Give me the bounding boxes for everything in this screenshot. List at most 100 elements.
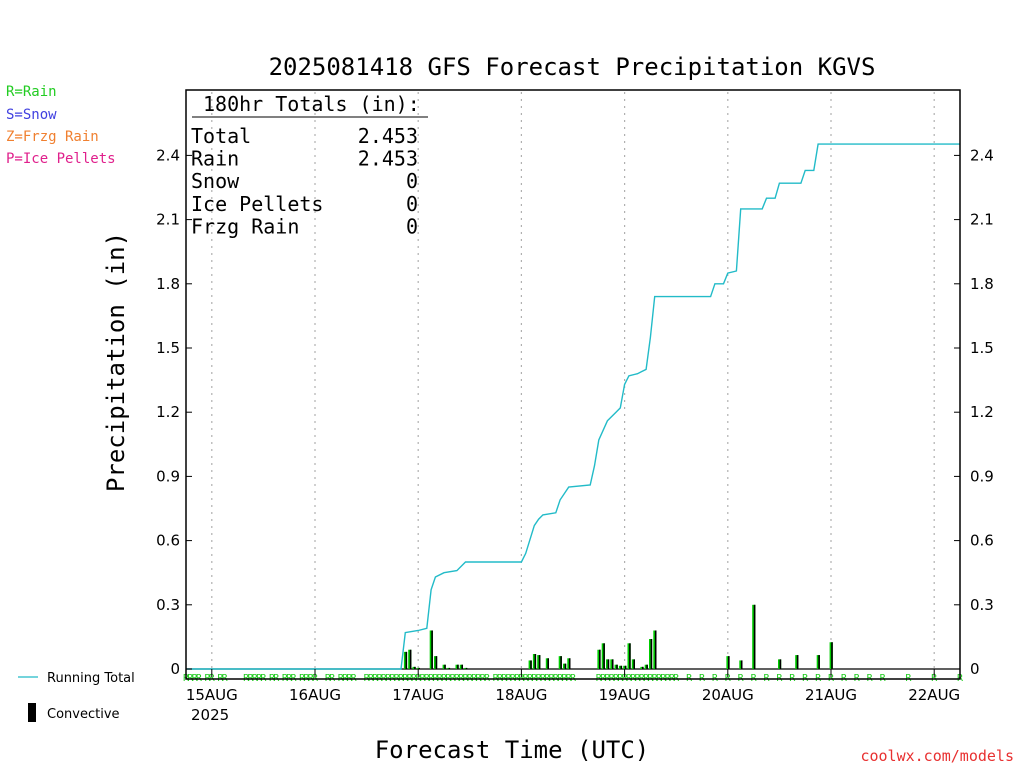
convective-bar (444, 664, 446, 669)
precip-bar (434, 656, 438, 669)
convective-bar (461, 664, 463, 669)
y-tick-label-left: 1.8 (156, 275, 180, 293)
totals-row-value: 0 (406, 214, 418, 238)
legend-snow: S=Snow (6, 107, 57, 123)
precip-bar (627, 643, 631, 669)
convective-bar (530, 660, 532, 669)
convective-bar (818, 655, 820, 669)
convective-bar (599, 649, 601, 669)
convective-bar (633, 659, 635, 669)
totals-row-label: Ice Pellets (191, 192, 323, 216)
convective-bar (646, 664, 648, 669)
y-tick-label-left: 2.1 (156, 211, 180, 229)
precip-bar (618, 665, 623, 669)
precip-bar (403, 651, 408, 669)
precip-bar (795, 655, 799, 669)
convective-bar (779, 659, 782, 669)
x-tick-label: 20AUG (702, 686, 754, 704)
running-total-line (186, 143, 960, 670)
precip-bar (829, 642, 833, 669)
x-axis: 15AUG 16AUG 17AUG 18AUG 19AUG 20AUG 21AUG 22AUG (186, 669, 960, 704)
precip-bar (545, 658, 549, 669)
convective-bar (538, 655, 541, 669)
precip-bar-fill (614, 664, 618, 669)
convective-bar (624, 665, 627, 669)
totals-row-value: 2.453 (358, 147, 418, 171)
precip-bar (416, 667, 420, 669)
y-tick-label-right: 1.8 (970, 275, 994, 293)
totals-row-label: Snow (191, 169, 240, 193)
grid-lines (186, 92, 960, 677)
convective-legend-swatch (28, 703, 36, 722)
precip-bar (429, 630, 433, 669)
convective-bar (448, 667, 451, 669)
convective-bar (534, 654, 537, 669)
precip-bar (464, 667, 468, 669)
convective-bar (620, 665, 623, 669)
x-tick-label: 18AUG (495, 686, 547, 704)
totals-rows: Total 2.453 Rain 2.453 Snow 0 Ice Pellets 0 Frzg… (191, 124, 418, 238)
convective-bar (564, 663, 567, 669)
x-tick-label: 15AUG (186, 686, 238, 704)
precip-bar (446, 667, 451, 669)
precip-bar (640, 666, 644, 669)
totals-row-value: 0 (406, 192, 418, 216)
totals-row-label: Frzg Rain (191, 214, 299, 238)
convective-bar (457, 664, 459, 669)
x-tick-label: 17AUG (392, 686, 444, 704)
y-tick-label-left: 0.3 (156, 596, 180, 614)
convective-bar (629, 643, 631, 669)
legend-rain: R=Rain (6, 84, 57, 100)
precip-bar (563, 663, 567, 669)
y-tick-label-left: 1.5 (156, 339, 180, 357)
precip-bar (644, 664, 648, 669)
convective-bar (642, 666, 644, 669)
convective-bar (607, 659, 610, 669)
y-tick-label-right: 1.2 (970, 403, 994, 421)
legend-frzg-rain: Z=Frzg Rain (6, 129, 99, 145)
x-year-label: 2025 (191, 706, 229, 724)
precip-bars (403, 604, 833, 669)
convective-bar (568, 658, 571, 669)
chart-title: 2025081418 GFS Forecast Precipitation KG… (269, 53, 876, 81)
y-tick-label-left: 1.2 (156, 403, 180, 421)
precip-bar (606, 659, 610, 669)
y-axis-left: 0 0.3 0.6 0.9 1.2 1.5 1.8 2.1 2.4 (156, 146, 192, 678)
x-tick-label: 22AUG (908, 686, 960, 704)
totals-row-value: 0 (406, 169, 418, 193)
precip-bar (778, 659, 782, 669)
precip-bar (614, 664, 618, 669)
convective-bar (654, 630, 657, 669)
precip-bar (726, 656, 730, 669)
convective-bar (603, 643, 605, 669)
precip-bar (649, 639, 653, 669)
y-tick-label-right: 2.4 (970, 146, 994, 164)
legend-ice-pellets: P=Ice Pellets (6, 151, 116, 167)
y-tick-label-right: 2.1 (970, 211, 994, 229)
plot-frame (185, 89, 961, 680)
convective-bar (560, 656, 562, 669)
y-axis-right: 0 0.3 0.6 0.9 1.2 1.5 1.8 2.1 2.4 (954, 146, 994, 678)
convective-bar (465, 667, 468, 669)
precip-bar (528, 660, 532, 669)
precip-bar (532, 654, 537, 669)
convective-bar (740, 660, 743, 669)
convective-bar (728, 656, 730, 669)
y-tick-label-right: 0.3 (970, 596, 994, 614)
precip-bar (455, 664, 459, 669)
convective-legend-label: Convective (47, 707, 120, 722)
y-tick-label-right: 1.5 (970, 339, 994, 357)
running-total-series (186, 143, 960, 670)
precip-bar (601, 643, 605, 669)
precip-bar (459, 664, 463, 669)
y-tick-label-left: 0.9 (156, 467, 180, 485)
precip-bar (408, 649, 412, 669)
totals-row-label: Rain (191, 147, 239, 171)
precip-bar-fill (528, 660, 532, 669)
watermark: coolwx.com/models (860, 747, 1014, 765)
convective-bar (753, 604, 756, 669)
x-tick-label: 19AUG (599, 686, 651, 704)
x-tick-label: 16AUG (289, 686, 341, 704)
y-tick-label-right: 0.9 (970, 467, 994, 485)
